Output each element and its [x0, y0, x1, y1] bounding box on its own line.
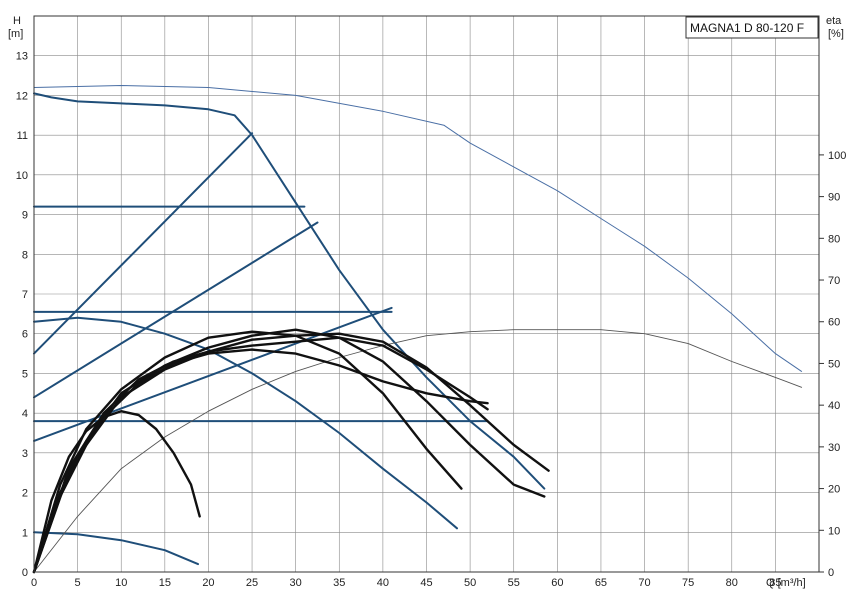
left-y-tick-label: 9 — [22, 210, 28, 222]
grid — [34, 16, 819, 572]
left-y-tick-label: 8 — [22, 249, 28, 261]
left-y-tick-label: 7 — [22, 289, 28, 301]
right-y-tick-label: 20 — [828, 484, 840, 496]
left-y-tick-label: 10 — [16, 170, 28, 182]
series-line-black-13 — [32, 328, 546, 574]
series-line-eff-10 — [33, 329, 803, 573]
right-y-tick-label: 40 — [828, 400, 840, 412]
right-y-tick-label: 90 — [828, 192, 840, 204]
series-layer — [32, 85, 803, 574]
x-tick-label: 35 — [333, 577, 345, 589]
title-box — [685, 16, 819, 39]
series-line-black-15 — [32, 348, 489, 574]
x-tick-label: 55 — [508, 577, 520, 589]
x-tick-label: 50 — [464, 577, 476, 589]
x-tick-label: 20 — [202, 577, 214, 589]
plot-frame — [33, 15, 820, 573]
left-y-tick-label: 13 — [16, 51, 28, 63]
left-axis-label-h: H — [13, 15, 21, 27]
left-y-tick-label: 1 — [22, 527, 28, 539]
right-y-tick-label: 30 — [828, 442, 840, 454]
left-y-tick-label: 0 — [22, 567, 28, 579]
x-tick-label: 65 — [595, 577, 607, 589]
right-axis-label-unit: [%] — [828, 28, 844, 40]
chart-title: MAGNA1 D 80-120 F — [690, 21, 804, 35]
x-tick-label: 15 — [159, 577, 171, 589]
right-y-tick-label: 100 — [828, 150, 846, 162]
left-y-tick-label: 2 — [22, 488, 28, 500]
right-y-tick-label: 10 — [828, 525, 840, 537]
right-axis-label-eta: eta — [826, 15, 842, 27]
x-tick-label: 85 — [769, 577, 781, 589]
left-y-tick-label: 3 — [22, 448, 28, 460]
series-line-max-9 — [33, 85, 803, 372]
x-tick-label: 75 — [682, 577, 694, 589]
x-tick-label: 5 — [75, 577, 81, 589]
x-tick-label: 30 — [290, 577, 302, 589]
right-y-tick-label: 50 — [828, 358, 840, 370]
right-axis-ticks: 0 10 20 30 40 50 60 70 80 90 100 — [819, 150, 846, 579]
left-y-tick-label: 5 — [22, 368, 28, 380]
series-line-blue-6 — [33, 306, 393, 442]
series-line-blue-7 — [33, 316, 458, 530]
series-line-blue-0 — [33, 92, 546, 490]
series-line-blue-8 — [33, 531, 199, 566]
x-axis-ticks: 0 5 10 15 20 25 30 35 40 45 50 55 60 65 70 75 80 85 — [31, 577, 782, 589]
series-line-black-16 — [32, 336, 489, 574]
left-y-tick-label: 4 — [22, 408, 28, 420]
x-tick-label: 70 — [638, 577, 650, 589]
x-tick-label: 80 — [726, 577, 738, 589]
series-line-blue-5 — [33, 221, 319, 399]
x-tick-label: 0 — [31, 577, 37, 589]
x-tick-label: 25 — [246, 577, 258, 589]
left-y-tick-label: 11 — [17, 130, 28, 142]
x-axis-label: Q [m³/h] — [766, 577, 806, 589]
x-tick-label: 60 — [551, 577, 563, 589]
right-y-tick-label: 60 — [828, 317, 840, 329]
left-y-tick-label: 6 — [22, 329, 28, 341]
right-y-tick-label: 0 — [828, 567, 834, 579]
x-tick-label: 45 — [420, 577, 432, 589]
series-line-blue-4 — [33, 132, 254, 355]
right-y-tick-label: 80 — [828, 233, 840, 245]
series-line-black-11 — [32, 410, 201, 574]
left-y-tick-label: 12 — [16, 90, 28, 102]
series-line-black-12 — [32, 330, 463, 574]
left-axis-label-unit: [m] — [8, 28, 23, 40]
x-tick-label: 40 — [377, 577, 389, 589]
x-tick-label: 10 — [115, 577, 127, 589]
right-y-tick-label: 70 — [828, 275, 840, 287]
